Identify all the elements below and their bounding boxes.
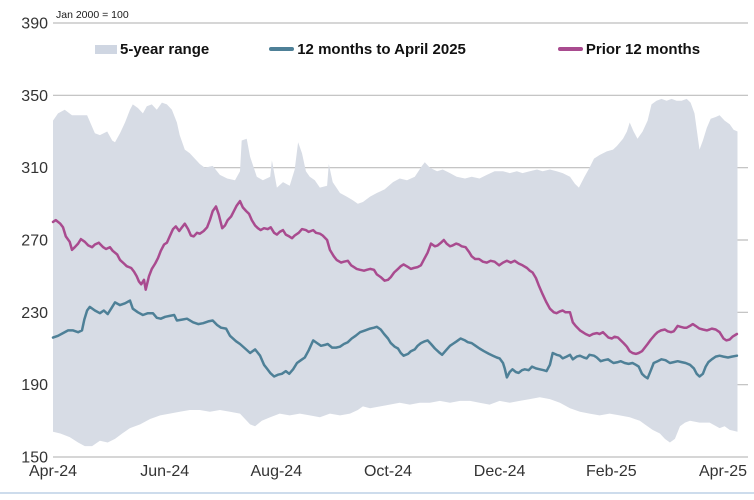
index-base-note: Jan 2000 = 100 [56, 9, 129, 21]
y-tick-label: 230 [21, 305, 48, 322]
legend-item-prior-12-months: Prior 12 months [557, 40, 701, 58]
x-tick-label: Dec-24 [474, 463, 526, 480]
y-tick-label: 350 [21, 88, 48, 105]
x-tick-label: Feb-25 [586, 463, 637, 480]
band-swatch-icon [95, 44, 117, 54]
line-swatch-icon [269, 47, 295, 51]
legend-label-12-months-to-april-2025: 12 months to April 2025 [297, 40, 466, 58]
series-line-1 [51, 299, 739, 380]
legend-item-12-months-to-april-2025: 12 months to April 2025 [269, 41, 466, 58]
x-tick-label: Jun-24 [140, 463, 189, 480]
x-tick-label: Apr-25 [699, 463, 747, 480]
legend-label-5-year-range: 5-year range [120, 40, 210, 58]
x-tick-label: Aug-24 [251, 463, 303, 480]
series-line-2 [51, 199, 739, 356]
y-tick-label: 310 [21, 160, 48, 177]
y-tick-label: 390 [21, 16, 48, 33]
chart-legend: 5-year range 12 months to April 2025 Pri… [95, 38, 700, 60]
line-swatch-icon [557, 47, 583, 51]
x-tick-label: Apr-24 [29, 463, 77, 480]
page-divider [0, 492, 754, 494]
x-tick-label: Oct-24 [364, 463, 412, 480]
legend-label-prior-12-months: Prior 12 months [585, 40, 701, 58]
y-tick-label: 270 [21, 233, 48, 250]
y-tick-label: 190 [21, 377, 48, 394]
y-tick-label: 150 [21, 450, 48, 467]
legend-item-5-year-range: 5-year range [95, 41, 209, 58]
